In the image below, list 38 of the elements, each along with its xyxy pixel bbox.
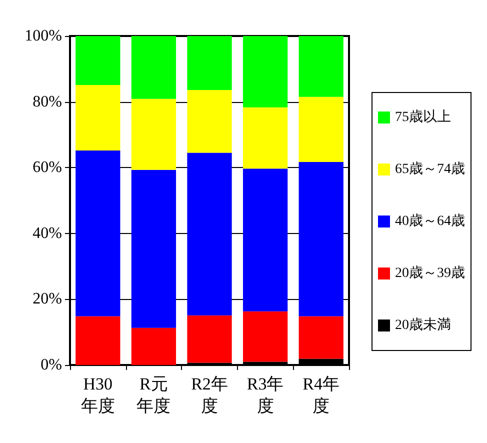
bar: [242, 168, 288, 312]
x-tick-label: R2年度: [191, 374, 228, 416]
x-tick-label: R4年度: [302, 374, 340, 416]
bar: [76, 316, 120, 365]
y-tick-label: 60%: [32, 159, 62, 176]
legend-label: 75歳以上: [395, 109, 451, 125]
bar: [298, 316, 344, 359]
x-tick-label: R3年度: [246, 374, 284, 416]
bar: [131, 328, 176, 365]
bar: [187, 90, 232, 153]
legend-label: 20歳未満: [395, 317, 451, 333]
bar: [131, 170, 176, 328]
bar: [298, 358, 344, 365]
bar: [131, 98, 176, 170]
y-tick-label: 40%: [32, 224, 62, 242]
bar: [242, 362, 288, 365]
bar: [187, 315, 232, 363]
y-tick-label: 80%: [32, 93, 62, 110]
bar: [76, 36, 120, 86]
bar: [298, 162, 344, 316]
bar: [242, 36, 288, 108]
bar: [187, 36, 232, 90]
x-tick-label: H30年度: [80, 374, 115, 416]
y-tick-label: 0%: [40, 356, 62, 374]
bar: [242, 107, 288, 169]
bar: [187, 152, 232, 316]
bar: [242, 311, 288, 362]
legend-label: 20歳～39歳: [395, 265, 465, 281]
bar: [298, 96, 344, 162]
legend-label: 65歳～74歳: [395, 161, 465, 177]
x-tick-label: R元年度: [136, 374, 171, 416]
y-tick-label: 20%: [32, 290, 62, 308]
bar: [76, 150, 120, 316]
bar: [131, 36, 176, 99]
legend-label: 40歳～64歳: [395, 213, 465, 229]
y-tick-label: 100%: [24, 28, 62, 44]
bar: [76, 85, 120, 150]
bar: [298, 36, 344, 97]
